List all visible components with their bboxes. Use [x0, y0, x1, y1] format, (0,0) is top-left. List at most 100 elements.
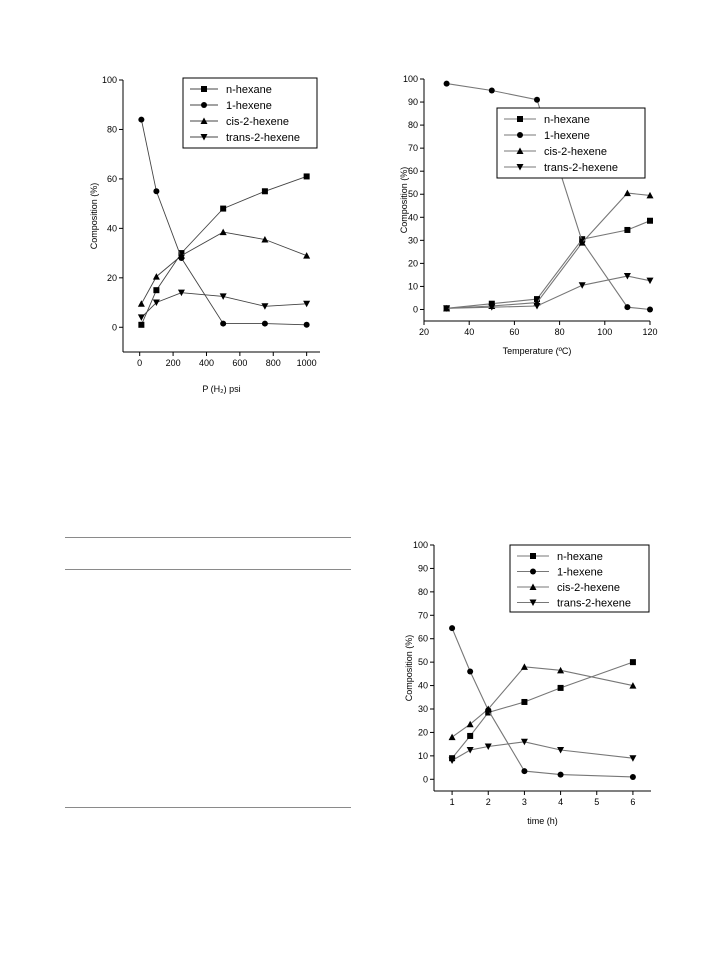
x-tick-label: 2 — [486, 797, 491, 807]
data-point — [467, 668, 474, 675]
legend-label: trans-2-hexene — [557, 598, 631, 610]
legend-label: trans-2-hexene — [226, 132, 300, 144]
series-trans-2-hexene — [443, 273, 654, 312]
legend-marker — [516, 147, 524, 154]
data-point — [219, 228, 227, 236]
legend-label: n-hexane — [226, 84, 272, 96]
data-point — [261, 320, 268, 327]
legend-label: cis-2-hexene — [557, 582, 620, 594]
legend-marker — [516, 164, 524, 171]
data-point — [521, 768, 528, 775]
data-point — [449, 625, 456, 632]
data-point — [153, 287, 160, 294]
data-point — [219, 293, 227, 300]
x-tick-label: 4 — [558, 797, 563, 807]
x-tick-label: 80 — [555, 327, 565, 337]
data-point — [177, 252, 185, 259]
data-point — [647, 217, 653, 224]
data-point — [261, 188, 268, 195]
series-line — [446, 275, 651, 309]
data-point — [303, 300, 311, 308]
series-line — [451, 627, 633, 778]
x-axis-title: Temperature (ºC) — [503, 346, 572, 356]
legend: n-hexane 1-hexene cis-2-hexene trans-2-hexe… — [509, 544, 650, 613]
series-cis-2-hexene — [448, 663, 637, 741]
data-point — [557, 771, 564, 778]
y-tick-label: 80 — [107, 124, 117, 134]
data-point — [557, 684, 564, 691]
series-line — [451, 661, 634, 759]
legend: n-hexane 1-hexene cis-2-hexene trans-2-hexe… — [182, 77, 318, 149]
y-tick-label: 80 — [408, 120, 418, 130]
y-tick-label: 40 — [107, 223, 117, 233]
legend-marker — [529, 583, 537, 590]
legend-label: 1-hexene — [557, 567, 603, 579]
legend-label: n-hexane — [544, 114, 590, 126]
data-point — [629, 659, 636, 666]
y-tick-label: 40 — [408, 212, 418, 222]
data-point — [624, 226, 631, 233]
series-line — [140, 175, 307, 325]
legend-marker — [201, 86, 207, 92]
y-tick-label: 90 — [408, 97, 418, 107]
x-tick-label: 3 — [522, 797, 527, 807]
y-tick-label: 70 — [408, 143, 418, 153]
y-tick-label: 100 — [403, 74, 418, 84]
data-point — [623, 189, 631, 197]
y-tick-label: 50 — [408, 189, 418, 199]
x-tick-label: 1000 — [297, 358, 317, 368]
legend-marker — [200, 117, 208, 124]
data-point — [646, 191, 654, 199]
data-point — [220, 205, 227, 212]
y-tick-label: 50 — [418, 657, 428, 667]
data-point — [443, 305, 451, 312]
x-tick-label: 60 — [509, 327, 519, 337]
series-cis-2-hexene — [137, 228, 311, 307]
data-point — [520, 663, 528, 670]
y-axis-title: Composition (%) — [399, 167, 409, 234]
x-axis-title: P (H₂) psi — [202, 384, 240, 394]
x-tick-label: 800 — [266, 358, 281, 368]
x-tick-label: 0 — [137, 358, 142, 368]
series-trans-2-hexene — [137, 289, 311, 321]
y-tick-label: 60 — [418, 634, 428, 644]
y-tick-label: 20 — [408, 258, 418, 268]
series-line — [446, 220, 651, 309]
x-tick-label: 600 — [232, 358, 247, 368]
table-header-rule — [65, 569, 351, 570]
data-point — [303, 252, 311, 259]
y-tick-label: 20 — [418, 727, 428, 737]
x-tick-label: 5 — [594, 797, 599, 807]
legend-marker — [529, 599, 537, 606]
plot-area: 0 10 20 30 40 50 60 70 80 90 100 20 40 60 80 100 120 Temp… — [399, 74, 658, 356]
data-point — [521, 698, 528, 705]
data-point — [647, 306, 653, 313]
data-point — [177, 289, 185, 297]
data-point — [448, 733, 456, 741]
data-point — [138, 321, 145, 328]
y-tick-label: 60 — [107, 174, 117, 184]
data-point — [484, 743, 492, 750]
legend-marker — [530, 568, 536, 575]
legend-label: trans-2-hexene — [544, 162, 618, 174]
y-tick-label: 100 — [102, 75, 117, 85]
series-1-hexene — [449, 625, 636, 780]
data-point — [578, 239, 586, 246]
y-tick-label: 10 — [418, 751, 428, 761]
table-bottom-rule — [65, 807, 351, 808]
data-point — [629, 755, 637, 762]
data-point — [137, 300, 145, 307]
table-top-rule — [65, 537, 351, 538]
data-point — [152, 273, 160, 280]
series-line — [451, 741, 633, 761]
data-point — [488, 87, 495, 94]
data-point — [578, 282, 586, 289]
legend-marker — [517, 132, 523, 138]
legend-label: n-hexane — [557, 551, 603, 563]
data-point — [261, 235, 269, 243]
x-tick-label: 6 — [630, 797, 635, 807]
x-tick-label: 40 — [464, 327, 474, 337]
data-point — [153, 188, 160, 195]
